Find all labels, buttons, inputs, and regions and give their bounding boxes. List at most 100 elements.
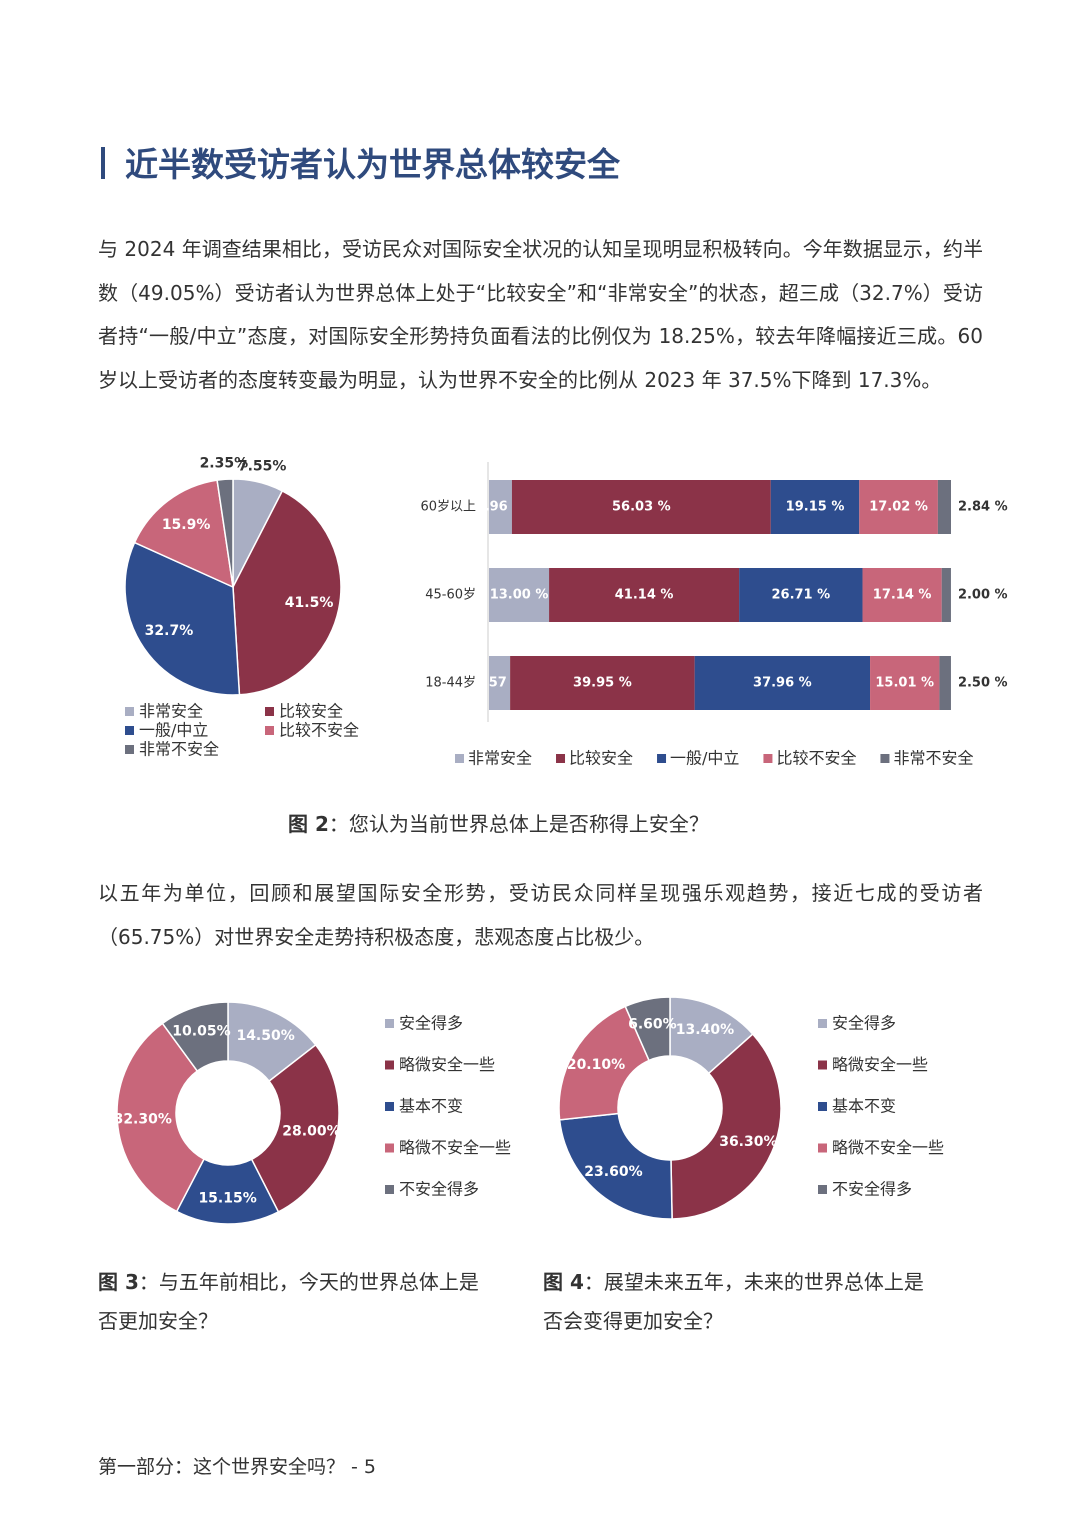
data-label: 7.55%: [238, 458, 287, 474]
slice: [670, 1033, 782, 1220]
legend-label: 一般/中立: [670, 749, 739, 768]
legend-label: 比较安全: [279, 702, 343, 721]
bar-segment: [510, 656, 695, 710]
legend-swatch: [385, 1019, 394, 1028]
data-label: 15.9%: [162, 517, 211, 533]
bar-segment: [770, 480, 860, 534]
bar-segment: [489, 480, 512, 534]
legend-label: 不安全得多: [399, 1180, 479, 1199]
data-label: 2.00 %: [958, 588, 1008, 603]
legend-swatch: [385, 1102, 394, 1111]
data-label: 19.15 %: [786, 500, 845, 515]
data-label: 17.14 %: [873, 588, 932, 603]
slice: [133, 479, 234, 589]
data-label: 36.30%: [719, 1134, 777, 1150]
legend-label: 略微安全一些: [399, 1055, 495, 1074]
legend-label: 不安全得多: [832, 1180, 912, 1199]
bar-segment: [549, 568, 740, 622]
legend-label: 比较不安全: [776, 749, 856, 768]
legend-label: 基本不变: [399, 1097, 463, 1116]
legend-label: 略微不安全一些: [399, 1138, 511, 1157]
legend-swatch: [125, 745, 134, 754]
legend-swatch: [818, 1185, 827, 1194]
category-label: 45-60岁: [425, 588, 476, 603]
slice: [558, 1005, 651, 1121]
legend-label: 非常安全: [468, 749, 532, 768]
legend-swatch: [818, 1019, 827, 1028]
legend-swatch: [657, 754, 667, 763]
caption: 图 4：展望未来五年，未来的世界总体上是否会变得更加安全？: [543, 1263, 943, 1341]
data-label: 23.60%: [584, 1164, 642, 1180]
slice: [161, 1001, 229, 1073]
data-label: 28.00%: [282, 1124, 340, 1140]
bar-segment: [694, 656, 871, 710]
legend-label: 比较安全: [569, 749, 633, 768]
data-label: 56.03 %: [612, 500, 671, 515]
data-label: 15.01 %: [875, 676, 934, 691]
data-label: 17.02 %: [869, 500, 928, 515]
legend-swatch: [265, 726, 274, 735]
bar-segment: [489, 568, 550, 622]
caption-label: 图 3: [98, 1270, 139, 1294]
section-title: 近半数受访者认为世界总体较安全: [125, 145, 620, 184]
bar-segment: [870, 656, 940, 710]
footer: 第一部分：这个世界安全吗？ - 5: [98, 1456, 377, 1478]
data-label: 20.10%: [567, 1057, 625, 1073]
legend-swatch: [556, 754, 566, 763]
legend-label: 非常不安全: [139, 740, 219, 759]
category-label: 18-44岁: [425, 676, 476, 691]
bar-segment: [862, 568, 942, 622]
legend-label: 略微不安全一些: [832, 1138, 944, 1157]
data-label: 2.84 %: [958, 500, 1008, 515]
slice: [558, 1112, 673, 1220]
legend-swatch: [125, 726, 134, 735]
data-label: 13.00 %: [490, 588, 549, 603]
data-label: 2.50 %: [958, 676, 1008, 691]
data-label: 41.5%: [285, 595, 334, 611]
legend-swatch: [385, 1060, 394, 1070]
caption-text: ：展望未来五年，未来的世界总体上是否会变得更加安全？: [543, 1270, 924, 1333]
bar-segment: [489, 656, 511, 710]
legend-swatch: [763, 754, 773, 763]
slice: [624, 996, 671, 1062]
legend-swatch: [265, 707, 274, 716]
slice: [116, 1022, 205, 1213]
data-label: 6.60%: [628, 1016, 677, 1032]
legend-swatch: [385, 1143, 394, 1153]
slice: [232, 489, 342, 696]
data-label: 32.7%: [145, 623, 194, 639]
category-label: 60岁以上: [420, 500, 476, 515]
data-label: 2.35%: [200, 455, 249, 471]
data-label: 14.50%: [236, 1028, 294, 1044]
slice: [250, 1043, 340, 1213]
legend-label: 非常安全: [139, 702, 203, 721]
bar-segment: [941, 568, 951, 622]
data-label: 37.96 %: [753, 676, 812, 691]
legend-swatch: [455, 754, 464, 763]
bar-segment: [939, 656, 951, 710]
legend-label: 非常不安全: [893, 749, 973, 768]
legend-swatch: [818, 1102, 827, 1111]
caption-text: ：与五年前相比，今天的世界总体上是否更加安全？: [98, 1270, 479, 1333]
caption-label: 图 2: [288, 812, 329, 836]
paragraph: 以五年为单位，回顾和展望国际安全形势，受访民众同样呈现强乐观趋势，接近七成的受访…: [98, 881, 983, 949]
bar-segment: [937, 480, 951, 534]
bar-segment: [859, 480, 938, 534]
legend-label: 比较不安全: [279, 721, 359, 740]
slice: [124, 541, 241, 696]
data-label: 10.05%: [172, 1024, 230, 1040]
legend-label: 基本不变: [832, 1097, 896, 1116]
title-bar: [101, 147, 105, 179]
caption: 图 3：与五年前相比，今天的世界总体上是否更加安全？: [98, 1263, 498, 1341]
legend-swatch: [818, 1143, 827, 1153]
paragraph: 与 2024 年调查结果相比，受访民众对国际安全状况的认知呈现明显积极转向。今年…: [98, 237, 983, 392]
data-label: 15.15%: [198, 1190, 256, 1206]
bar-segment: [511, 480, 771, 534]
bar-segment: [739, 568, 863, 622]
legend-label: 一般/中立: [139, 721, 208, 740]
legend-swatch: [818, 1060, 827, 1070]
slice: [216, 478, 234, 588]
legend-label: 安全得多: [832, 1014, 896, 1033]
